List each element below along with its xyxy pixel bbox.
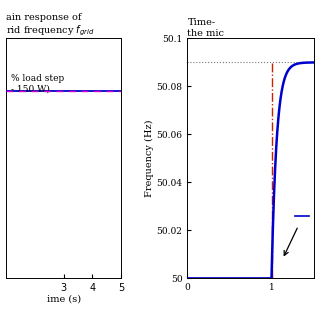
Text: % load step
- 150 W): % load step - 150 W): [11, 74, 64, 94]
Text: Time-
the mic: Time- the mic: [188, 18, 224, 38]
X-axis label: ime (s): ime (s): [47, 295, 81, 304]
Text: ain response of
rid frequency $f_{grid}$: ain response of rid frequency $f_{grid}$: [6, 13, 95, 38]
Y-axis label: Frequency (Hz): Frequency (Hz): [145, 120, 154, 197]
